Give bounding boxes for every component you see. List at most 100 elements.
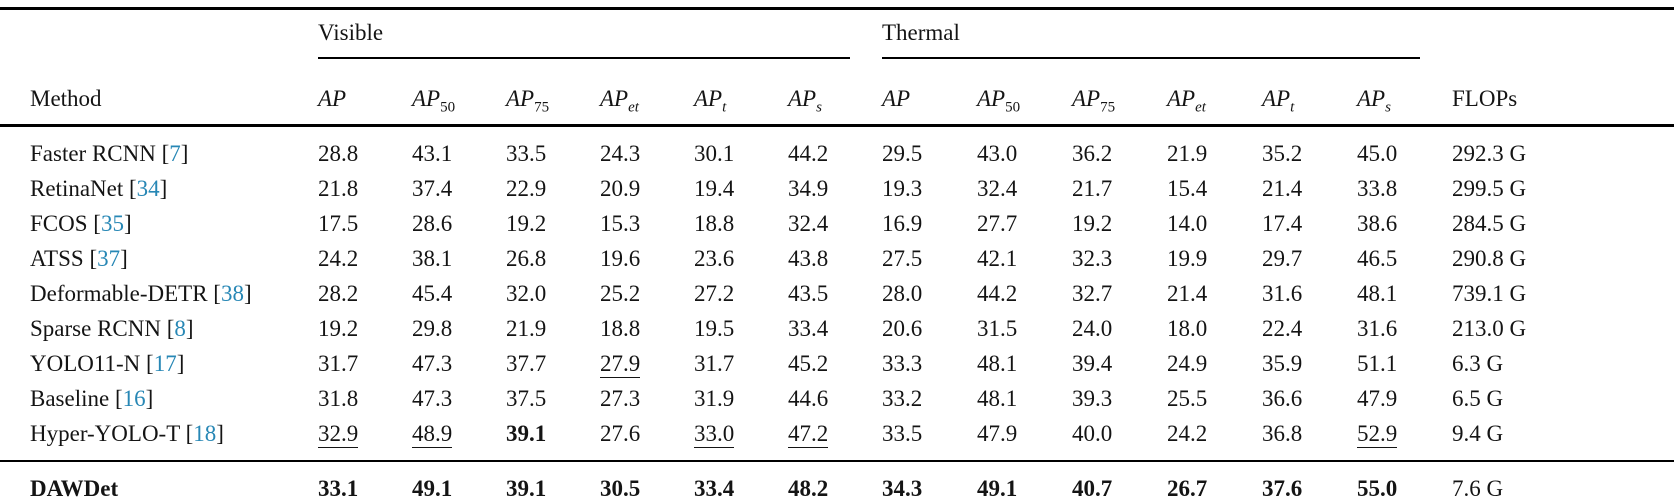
method-cell: DAWDet	[0, 461, 318, 503]
value-cell: 33.1	[318, 475, 359, 501]
column-header-thermal-ap: AP	[882, 86, 911, 111]
visible-group-rule	[318, 57, 850, 59]
value-cell: 33.5	[506, 141, 547, 166]
value-cell: 45.2	[788, 351, 829, 376]
visible-group-header: Visible	[318, 9, 882, 75]
flops-cell: 6.3 G	[1452, 351, 1504, 376]
visible-group-label: Visible	[318, 20, 384, 45]
method-name: ATSS	[30, 246, 84, 271]
value-cell: 39.1	[506, 421, 547, 446]
value-cell: 33.0	[694, 421, 735, 448]
method-name: Hyper-YOLO-T	[30, 421, 180, 446]
value-cell: 37.5	[506, 386, 547, 411]
value-cell: 43.5	[788, 281, 829, 306]
value-cell: 31.6	[1357, 316, 1398, 341]
value-cell: 15.3	[600, 211, 641, 236]
value-cell: 25.5	[1167, 386, 1208, 411]
table-row-faster-rcnn: Faster RCNN [7] 28.8 43.1 33.5 24.3 30.1 44.2 2…	[0, 126, 1674, 172]
value-cell: 31.9	[694, 386, 735, 411]
value-cell: 22.9	[506, 176, 547, 201]
value-cell: 30.1	[694, 141, 735, 166]
value-cell: 44.6	[788, 386, 829, 411]
value-cell: 20.9	[600, 176, 641, 201]
flops-cell: 9.4 G	[1452, 421, 1504, 446]
citation-link[interactable]: 35	[100, 211, 124, 236]
value-cell: 39.4	[1072, 351, 1113, 376]
flops-cell: 739.1 G	[1452, 281, 1527, 306]
method-cell: Hyper-YOLO-T [18]	[30, 421, 224, 446]
citation-link[interactable]: 8	[174, 316, 186, 341]
value-cell: 19.3	[882, 176, 923, 201]
value-cell: 32.0	[506, 281, 547, 306]
column-header-visible-apt: APt	[694, 86, 727, 116]
value-cell: 44.2	[977, 281, 1018, 306]
column-header-visible-ap50: AP50	[412, 86, 456, 116]
column-header-visible-ap75: AP75	[506, 86, 550, 116]
value-cell: 27.7	[977, 211, 1018, 236]
flops-cell: 6.5 G	[1452, 386, 1504, 411]
table-row-retinanet: RetinaNet [34] 21.8 37.4 22.9 20.9 19.4 34.9 19…	[0, 171, 1674, 206]
table-row-yolo11-n: YOLO11-N [17] 31.7 47.3 37.7 27.9 31.7 45.2 33.…	[0, 346, 1674, 381]
value-cell: 47.3	[412, 386, 453, 411]
value-cell: 37.7	[506, 351, 547, 376]
value-cell: 15.4	[1167, 176, 1208, 201]
citation-link[interactable]: 16	[122, 386, 146, 411]
value-cell: 32.4	[788, 211, 829, 236]
value-cell: 21.7	[1072, 176, 1113, 201]
value-cell: 49.1	[412, 475, 453, 501]
value-cell: 19.9	[1167, 246, 1208, 271]
value-cell: 21.9	[1167, 141, 1208, 166]
column-header-thermal-aps: APs	[1357, 86, 1391, 116]
value-cell: 30.5	[600, 475, 641, 501]
value-cell: 48.1	[1357, 281, 1398, 306]
value-cell: 38.6	[1357, 211, 1398, 236]
value-cell: 47.3	[412, 351, 453, 376]
value-cell: 19.6	[600, 246, 641, 271]
citation-link[interactable]: 7	[169, 141, 181, 166]
table-body: Faster RCNN [7] 28.8 43.1 33.5 24.3 30.1 44.2 2…	[0, 126, 1674, 503]
method-name: Deformable-DETR	[30, 281, 208, 306]
value-cell: 28.6	[412, 211, 453, 236]
value-cell: 24.3	[600, 141, 641, 166]
value-cell: 35.9	[1262, 351, 1303, 376]
value-cell: 21.9	[506, 316, 547, 341]
value-cell: 49.1	[977, 475, 1018, 501]
citation-link[interactable]: 17	[153, 351, 177, 376]
method-cell: RetinaNet [34]	[30, 176, 168, 201]
flops-column-header: FLOPs	[1452, 86, 1518, 111]
value-cell: 36.2	[1072, 141, 1113, 166]
flops-cell: 290.8 G	[1452, 246, 1527, 271]
table-row-fcos: FCOS [35] 17.5 28.6 19.2 15.3 18.8 32.4 16.9 27.…	[0, 206, 1674, 241]
flops-cell: 284.5 G	[1452, 211, 1527, 236]
table-row-hyper-yolo-t: Hyper-YOLO-T [18] 32.9 48.9 39.1 27.6 33.0 47.…	[0, 416, 1674, 461]
value-cell: 22.4	[1262, 316, 1303, 341]
value-cell: 43.8	[788, 246, 829, 271]
value-cell: 33.4	[694, 475, 735, 501]
thermal-group-label: Thermal	[882, 20, 960, 45]
value-cell: 20.6	[882, 316, 923, 341]
value-cell: 46.5	[1357, 246, 1398, 271]
value-cell: 24.2	[1167, 421, 1208, 446]
value-cell: 32.4	[977, 176, 1018, 201]
value-cell: 31.5	[977, 316, 1018, 341]
column-header-visible-aps: APs	[788, 86, 822, 116]
citation-link[interactable]: 38	[220, 281, 244, 306]
value-cell: 21.8	[318, 176, 359, 201]
citation-link[interactable]: 34	[136, 176, 160, 201]
method-name: YOLO11-N	[30, 351, 141, 376]
value-cell: 31.8	[318, 386, 359, 411]
method-name: Sparse RCNN	[30, 316, 161, 341]
thermal-group-rule	[882, 57, 1420, 59]
value-cell: 48.9	[412, 421, 453, 448]
value-cell: 45.4	[412, 281, 453, 306]
value-cell: 19.2	[506, 211, 547, 236]
table-row-sparse-rcnn: Sparse RCNN [8] 19.2 29.8 21.9 18.8 19.5 33.4 2…	[0, 311, 1674, 346]
value-cell: 25.2	[600, 281, 641, 306]
citation-link[interactable]: 18	[193, 421, 217, 446]
citation-link[interactable]: 37	[97, 246, 121, 271]
value-cell: 36.8	[1262, 421, 1303, 446]
value-cell: 31.7	[318, 351, 359, 376]
value-cell: 33.3	[882, 351, 923, 376]
value-cell: 32.7	[1072, 281, 1113, 306]
value-cell: 55.0	[1357, 475, 1398, 501]
